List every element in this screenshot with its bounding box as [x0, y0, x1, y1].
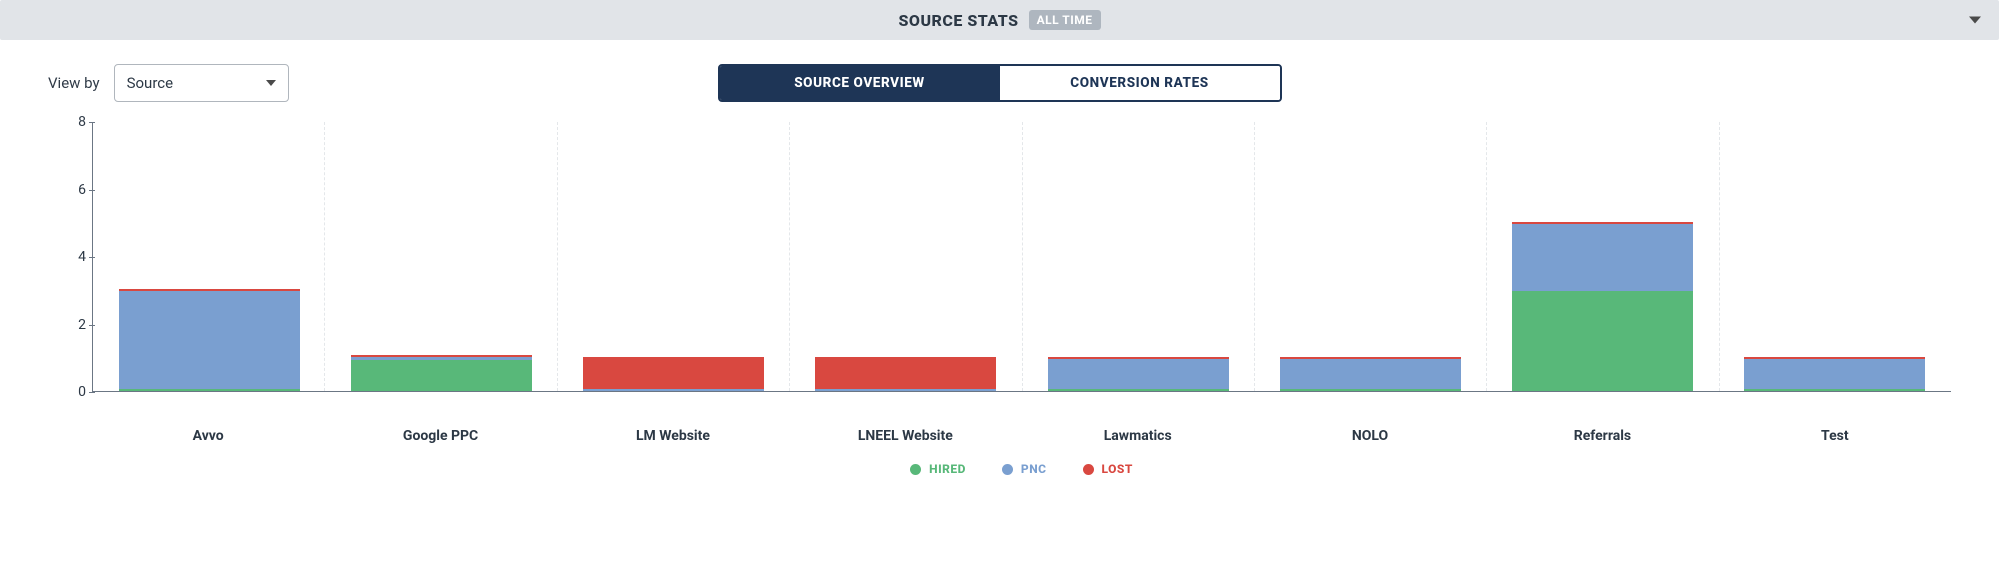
view-by-select[interactable]: Source	[114, 64, 289, 102]
legend-dot-icon	[910, 464, 921, 475]
x-axis-label: LNEEL Website	[789, 428, 1021, 444]
tab-label: CONVERSION RATES	[1070, 75, 1208, 91]
controls-row: View by Source SOURCE OVERVIEW CONVERSIO…	[0, 40, 1999, 110]
bar-segment-pnc	[583, 389, 764, 391]
bar-slot	[558, 122, 790, 391]
bar-stack[interactable]	[1512, 222, 1693, 391]
panel-header: SOURCE STATS ALL TIME	[0, 0, 1999, 40]
bar-stack[interactable]	[1048, 357, 1229, 391]
view-by-select-value: Source	[127, 74, 173, 92]
bar-slot	[1487, 122, 1719, 391]
bar-segment-hired	[1048, 389, 1229, 391]
y-tick: 6	[78, 182, 86, 198]
panel-title-text: SOURCE STATS	[898, 11, 1018, 30]
legend-item-hired[interactable]: HIRED	[910, 462, 966, 476]
bar-slot	[790, 122, 1022, 391]
legend-dot-icon	[1083, 464, 1094, 475]
x-axis-label: Referrals	[1486, 428, 1718, 444]
legend-item-pnc[interactable]: PNC	[1002, 462, 1047, 476]
bar-slot	[93, 122, 325, 391]
x-axis-label: LM Website	[557, 428, 789, 444]
plot-area	[92, 122, 1951, 392]
source-stats-panel: SOURCE STATS ALL TIME View by Source SOU…	[0, 0, 1999, 500]
legend-dot-icon	[1002, 464, 1013, 475]
bar-stack[interactable]	[351, 355, 532, 391]
x-axis-label: Google PPC	[324, 428, 556, 444]
bar-segment-pnc	[119, 291, 300, 388]
bar-segment-hired	[351, 360, 532, 391]
bar-segment-hired	[1280, 389, 1461, 391]
legend-label: HIRED	[929, 462, 966, 476]
panel-title: SOURCE STATS ALL TIME	[898, 10, 1100, 30]
x-axis-label: Avvo	[92, 428, 324, 444]
bar-stack[interactable]	[583, 357, 764, 391]
bar-segment-pnc	[815, 389, 996, 391]
y-tick: 4	[78, 249, 86, 265]
bars	[93, 122, 1951, 391]
legend-label: LOST	[1102, 462, 1133, 476]
x-axis-label: Test	[1719, 428, 1951, 444]
bar-slot	[1719, 122, 1951, 391]
tab-conversion-rates[interactable]: CONVERSION RATES	[1000, 66, 1280, 100]
bar-segment-pnc	[1280, 359, 1461, 389]
bar-stack[interactable]	[119, 289, 300, 391]
y-tick: 8	[78, 114, 86, 130]
stacked-bar-chart: 02468	[48, 122, 1951, 422]
bar-segment-pnc	[1048, 359, 1229, 389]
legend-label: PNC	[1021, 462, 1047, 476]
bar-segment-lost	[815, 357, 996, 388]
time-range-badge: ALL TIME	[1029, 10, 1101, 30]
legend: HIRED PNC LOST	[92, 462, 1951, 476]
bar-stack[interactable]	[1744, 357, 1925, 391]
tab-label: SOURCE OVERVIEW	[794, 75, 925, 91]
bar-stack[interactable]	[815, 357, 996, 391]
bar-slot	[1022, 122, 1254, 391]
y-axis: 02468	[48, 122, 92, 392]
view-toggle-group: SOURCE OVERVIEW CONVERSION RATES	[718, 64, 1282, 102]
bar-segment-hired	[119, 389, 300, 391]
y-tick: 2	[78, 317, 86, 333]
bar-stack[interactable]	[1280, 357, 1461, 391]
bar-segment-hired	[1512, 291, 1693, 391]
bar-slot	[1254, 122, 1486, 391]
bar-slot	[325, 122, 557, 391]
x-axis-label: NOLO	[1254, 428, 1486, 444]
bar-segment-pnc	[1744, 359, 1925, 389]
x-axis-label: Lawmatics	[1022, 428, 1254, 444]
bar-segment-pnc	[1512, 224, 1693, 292]
bar-segment-hired	[1744, 389, 1925, 391]
x-axis: AvvoGoogle PPCLM WebsiteLNEEL WebsiteLaw…	[92, 428, 1951, 444]
chart-container: 0 2 4 6 8 AvvoGoogle PPCLM WebsiteLNEEL Webs…	[0, 110, 1999, 500]
legend-item-lost[interactable]: LOST	[1083, 462, 1133, 476]
collapse-caret-icon[interactable]	[1969, 17, 1981, 24]
view-by-label: View by	[48, 74, 100, 92]
tab-source-overview[interactable]: SOURCE OVERVIEW	[720, 66, 1000, 100]
bar-segment-lost	[583, 357, 764, 388]
y-tick: 0	[78, 384, 86, 400]
